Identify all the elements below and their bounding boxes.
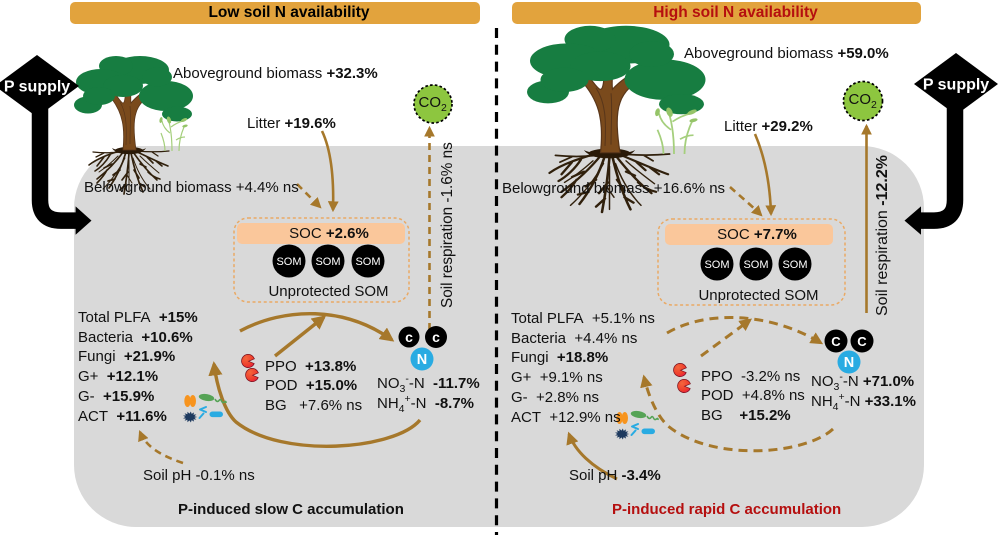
svg-text:C: C — [857, 334, 867, 349]
svg-text:SOM: SOM — [704, 259, 729, 271]
svg-text:C: C — [831, 334, 841, 349]
svg-text:N: N — [417, 352, 427, 368]
svg-text:SOM: SOM — [355, 256, 380, 268]
svg-text:SOM: SOM — [315, 256, 340, 268]
svg-text:c: c — [405, 329, 413, 345]
svg-text:SOM: SOM — [743, 259, 768, 271]
svg-text:N: N — [844, 355, 854, 371]
svg-text:SOM: SOM — [276, 256, 301, 268]
svg-text:SOM: SOM — [782, 259, 807, 271]
svg-text:c: c — [432, 329, 440, 345]
